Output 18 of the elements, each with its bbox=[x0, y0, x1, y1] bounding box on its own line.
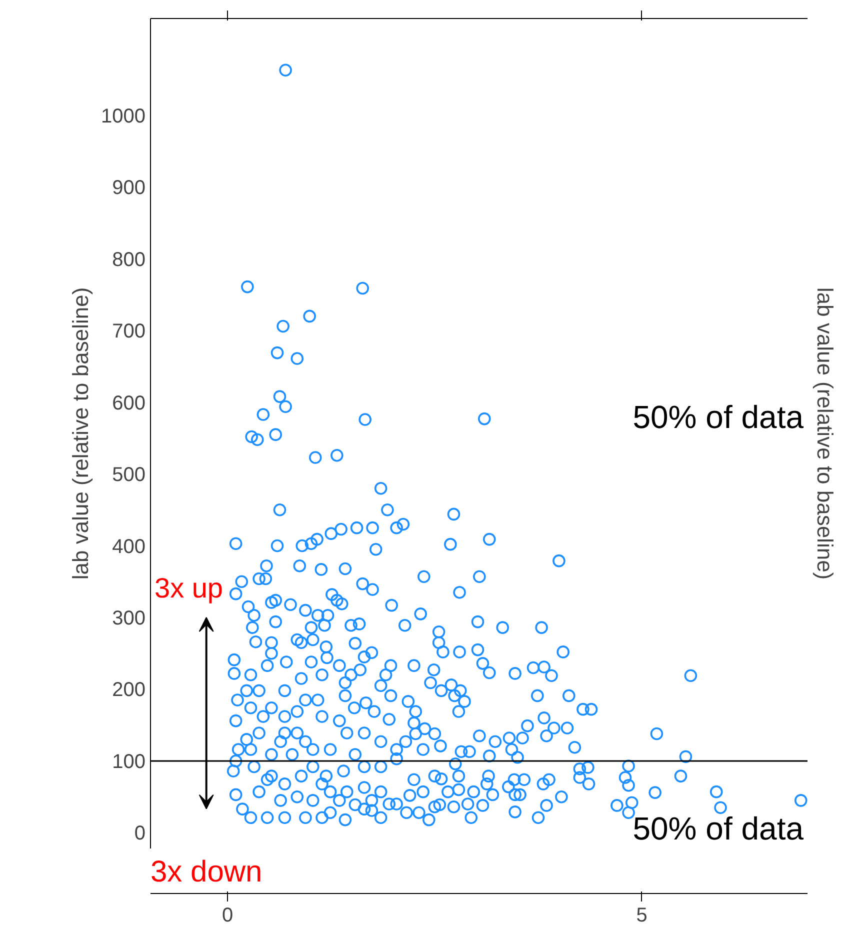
y2-axis-title: lab value (relative to baseline) bbox=[812, 287, 838, 580]
y-tick-label: 900 bbox=[112, 177, 146, 200]
y-tick-label: 100 bbox=[112, 750, 146, 773]
y-tick-label: 300 bbox=[112, 608, 146, 630]
y-tick-label: 0 bbox=[134, 822, 146, 845]
annotation: 50% of data bbox=[632, 398, 804, 435]
y-tick-label: 600 bbox=[112, 392, 146, 414]
y-axis-title: lab value (relative to baseline) bbox=[68, 287, 94, 580]
y-tick-label: 200 bbox=[112, 679, 146, 702]
y-tick-label: 800 bbox=[112, 248, 146, 271]
y-tick-label: 1000 bbox=[101, 105, 146, 128]
y-tick-label: 500 bbox=[112, 464, 146, 486]
y-tick-label: 400 bbox=[112, 536, 146, 558]
annotation: 3x up bbox=[154, 572, 223, 604]
x-tick-label: 5 bbox=[636, 904, 648, 926]
y-tick-label: 700 bbox=[112, 320, 146, 343]
text: 3x down bbox=[150, 856, 262, 888]
annotation: 50% of data bbox=[632, 810, 804, 846]
